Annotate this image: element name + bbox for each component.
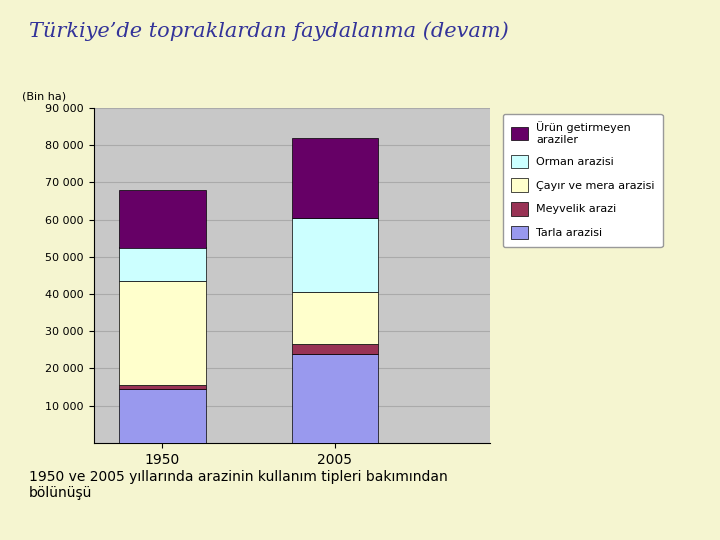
Bar xyxy=(120,385,205,389)
Bar xyxy=(292,138,378,218)
Legend: Ürün getirmeyen
araziler, Orman arazisi, Çayır ve mera arazisi, Meyvelik arazi, : Ürün getirmeyen araziler, Orman arazisi,… xyxy=(503,113,662,247)
Bar xyxy=(292,354,378,443)
Bar xyxy=(120,247,205,281)
Bar xyxy=(292,218,378,292)
Bar xyxy=(292,344,378,354)
Bar xyxy=(120,389,205,443)
Bar xyxy=(120,281,205,385)
Text: (Bin ha): (Bin ha) xyxy=(22,91,66,102)
Bar xyxy=(292,292,378,344)
Text: Türkiye’de topraklardan faydalanma (devam): Türkiye’de topraklardan faydalanma (deva… xyxy=(29,22,508,41)
Text: 1950 ve 2005 yıllarında arazinin kullanım tipleri bakımından
bölünüşü: 1950 ve 2005 yıllarında arazinin kullanı… xyxy=(29,470,448,500)
Bar xyxy=(120,190,205,247)
